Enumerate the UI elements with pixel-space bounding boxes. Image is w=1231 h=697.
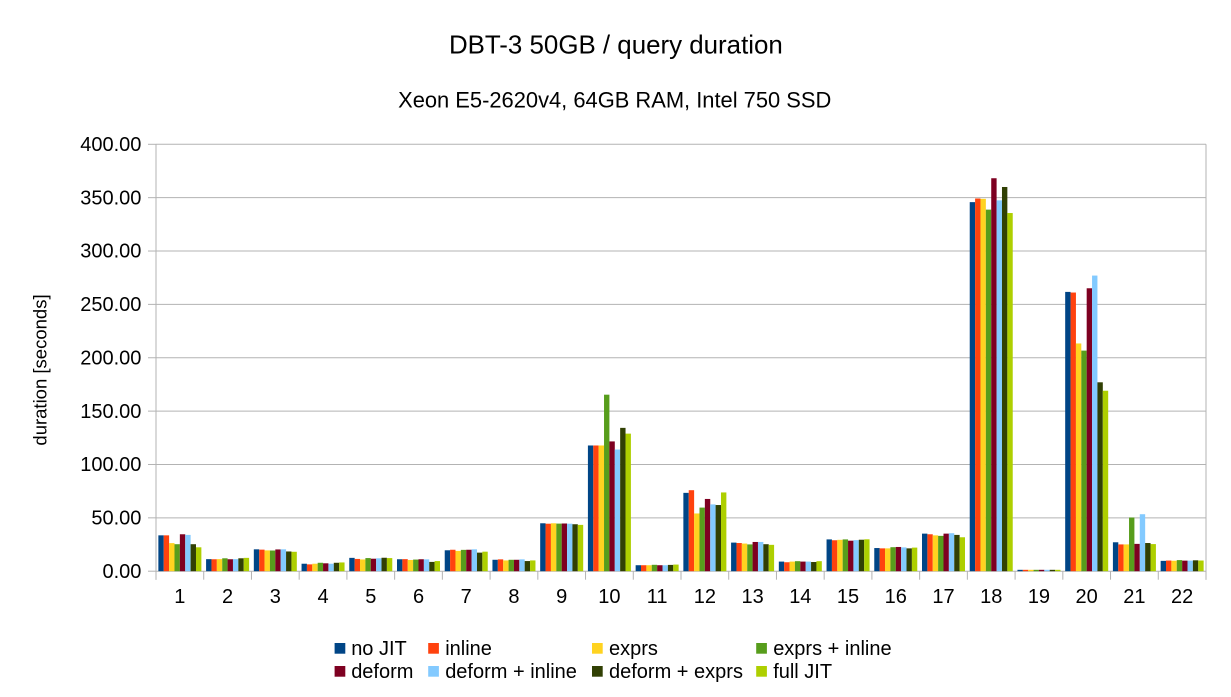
svg-text:300.00: 300.00: [80, 241, 141, 263]
svg-text:deform: deform: [351, 661, 413, 683]
svg-text:250.00: 250.00: [80, 294, 141, 316]
svg-text:deform + inline: deform + inline: [445, 661, 577, 683]
svg-text:DBT-3 50GB / query duration: DBT-3 50GB / query duration: [449, 31, 783, 59]
svg-text:350.00: 350.00: [80, 187, 141, 209]
svg-text:4: 4: [317, 586, 328, 608]
svg-text:14: 14: [789, 586, 811, 608]
svg-text:2: 2: [222, 586, 233, 608]
svg-text:150.00: 150.00: [80, 401, 141, 423]
svg-text:21: 21: [1123, 586, 1145, 608]
svg-text:3: 3: [270, 586, 281, 608]
svg-text:19: 19: [1028, 586, 1050, 608]
svg-text:1: 1: [174, 586, 185, 608]
svg-text:20: 20: [1076, 586, 1098, 608]
svg-text:exprs + inline: exprs + inline: [773, 638, 891, 660]
svg-text:no JIT: no JIT: [351, 638, 407, 660]
svg-text:full JIT: full JIT: [773, 661, 832, 683]
svg-text:17: 17: [932, 586, 954, 608]
svg-text:10: 10: [598, 586, 620, 608]
svg-text:200.00: 200.00: [80, 347, 141, 369]
svg-text:6: 6: [413, 586, 424, 608]
svg-text:50.00: 50.00: [91, 508, 141, 530]
svg-text:exprs: exprs: [609, 638, 658, 660]
svg-text:7: 7: [461, 586, 472, 608]
svg-text:400.00: 400.00: [80, 134, 141, 156]
svg-text:13: 13: [741, 586, 763, 608]
svg-text:16: 16: [885, 586, 907, 608]
svg-text:11: 11: [647, 586, 668, 608]
svg-text:12: 12: [694, 586, 716, 608]
svg-text:duration [seconds]: duration [seconds]: [30, 294, 51, 445]
svg-text:9: 9: [556, 586, 567, 608]
svg-text:Xeon E5-2620v4, 64GB RAM, Inte: Xeon E5-2620v4, 64GB RAM, Intel 750 SSD: [398, 87, 831, 112]
svg-text:inline: inline: [445, 638, 492, 660]
svg-text:18: 18: [980, 586, 1002, 608]
svg-text:5: 5: [365, 586, 376, 608]
svg-text:8: 8: [508, 586, 519, 608]
svg-text:100.00: 100.00: [80, 454, 141, 476]
svg-text:22: 22: [1171, 586, 1193, 608]
svg-text:0.00: 0.00: [102, 561, 141, 583]
svg-text:15: 15: [837, 586, 859, 608]
svg-text:deform + exprs: deform + exprs: [609, 661, 743, 683]
